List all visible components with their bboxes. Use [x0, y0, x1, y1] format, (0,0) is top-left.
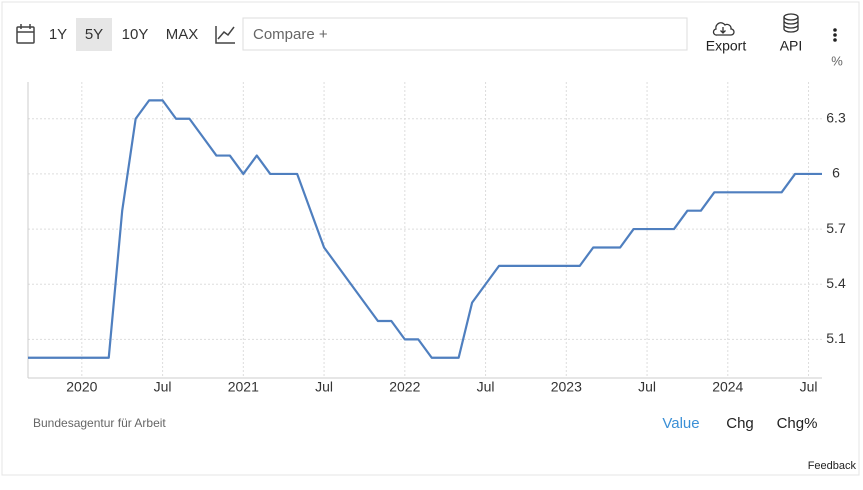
tab[interactable]: Value — [662, 415, 699, 432]
tab[interactable]: Chg — [726, 415, 754, 432]
series-line — [28, 99, 822, 359]
x-tick-label: Jul — [315, 379, 333, 395]
y-tick-label: 5.1 — [826, 330, 846, 346]
range-button[interactable]: 1Y — [49, 26, 67, 43]
x-tick-label: Jul — [477, 379, 495, 395]
x-tick-label: 2022 — [389, 379, 420, 395]
x-tick-label: 2020 — [66, 379, 97, 395]
unit-label: % — [831, 53, 843, 68]
export-icon[interactable] — [712, 22, 735, 36]
x-tick-label: 2024 — [712, 379, 743, 395]
x-tick-label: 2021 — [228, 379, 259, 395]
range-button[interactable]: MAX — [166, 26, 199, 43]
export-button[interactable]: Export — [706, 38, 747, 54]
x-tick-label: 2023 — [551, 379, 582, 395]
y-tick-label: 6 — [832, 165, 840, 181]
x-tick-label: Jul — [800, 379, 818, 395]
y-tick-label: 6.3 — [826, 109, 846, 125]
y-tick-label: 5.7 — [826, 220, 846, 236]
api-button[interactable]: API — [780, 38, 803, 54]
calendar-icon[interactable] — [16, 24, 35, 44]
range-active-bg — [76, 18, 112, 51]
range-button[interactable]: 5Y — [85, 26, 103, 43]
feedback-link[interactable]: Feedback — [808, 460, 857, 472]
compare-input[interactable] — [242, 17, 688, 51]
frame — [1, 1, 860, 476]
x-tick-label: Jul — [638, 379, 656, 395]
y-tick-label: 5.4 — [826, 275, 846, 291]
api-icon[interactable] — [783, 13, 799, 33]
compare-placeholder: Compare + — [253, 26, 328, 43]
chart-type-icon[interactable] — [215, 26, 235, 44]
tab[interactable]: Chg% — [777, 415, 818, 432]
menu-icon[interactable] — [833, 28, 837, 42]
x-tick-label: Jul — [154, 379, 172, 395]
source: Bundesagentur für Arbeit — [33, 416, 166, 430]
range-button[interactable]: 10Y — [122, 26, 149, 43]
